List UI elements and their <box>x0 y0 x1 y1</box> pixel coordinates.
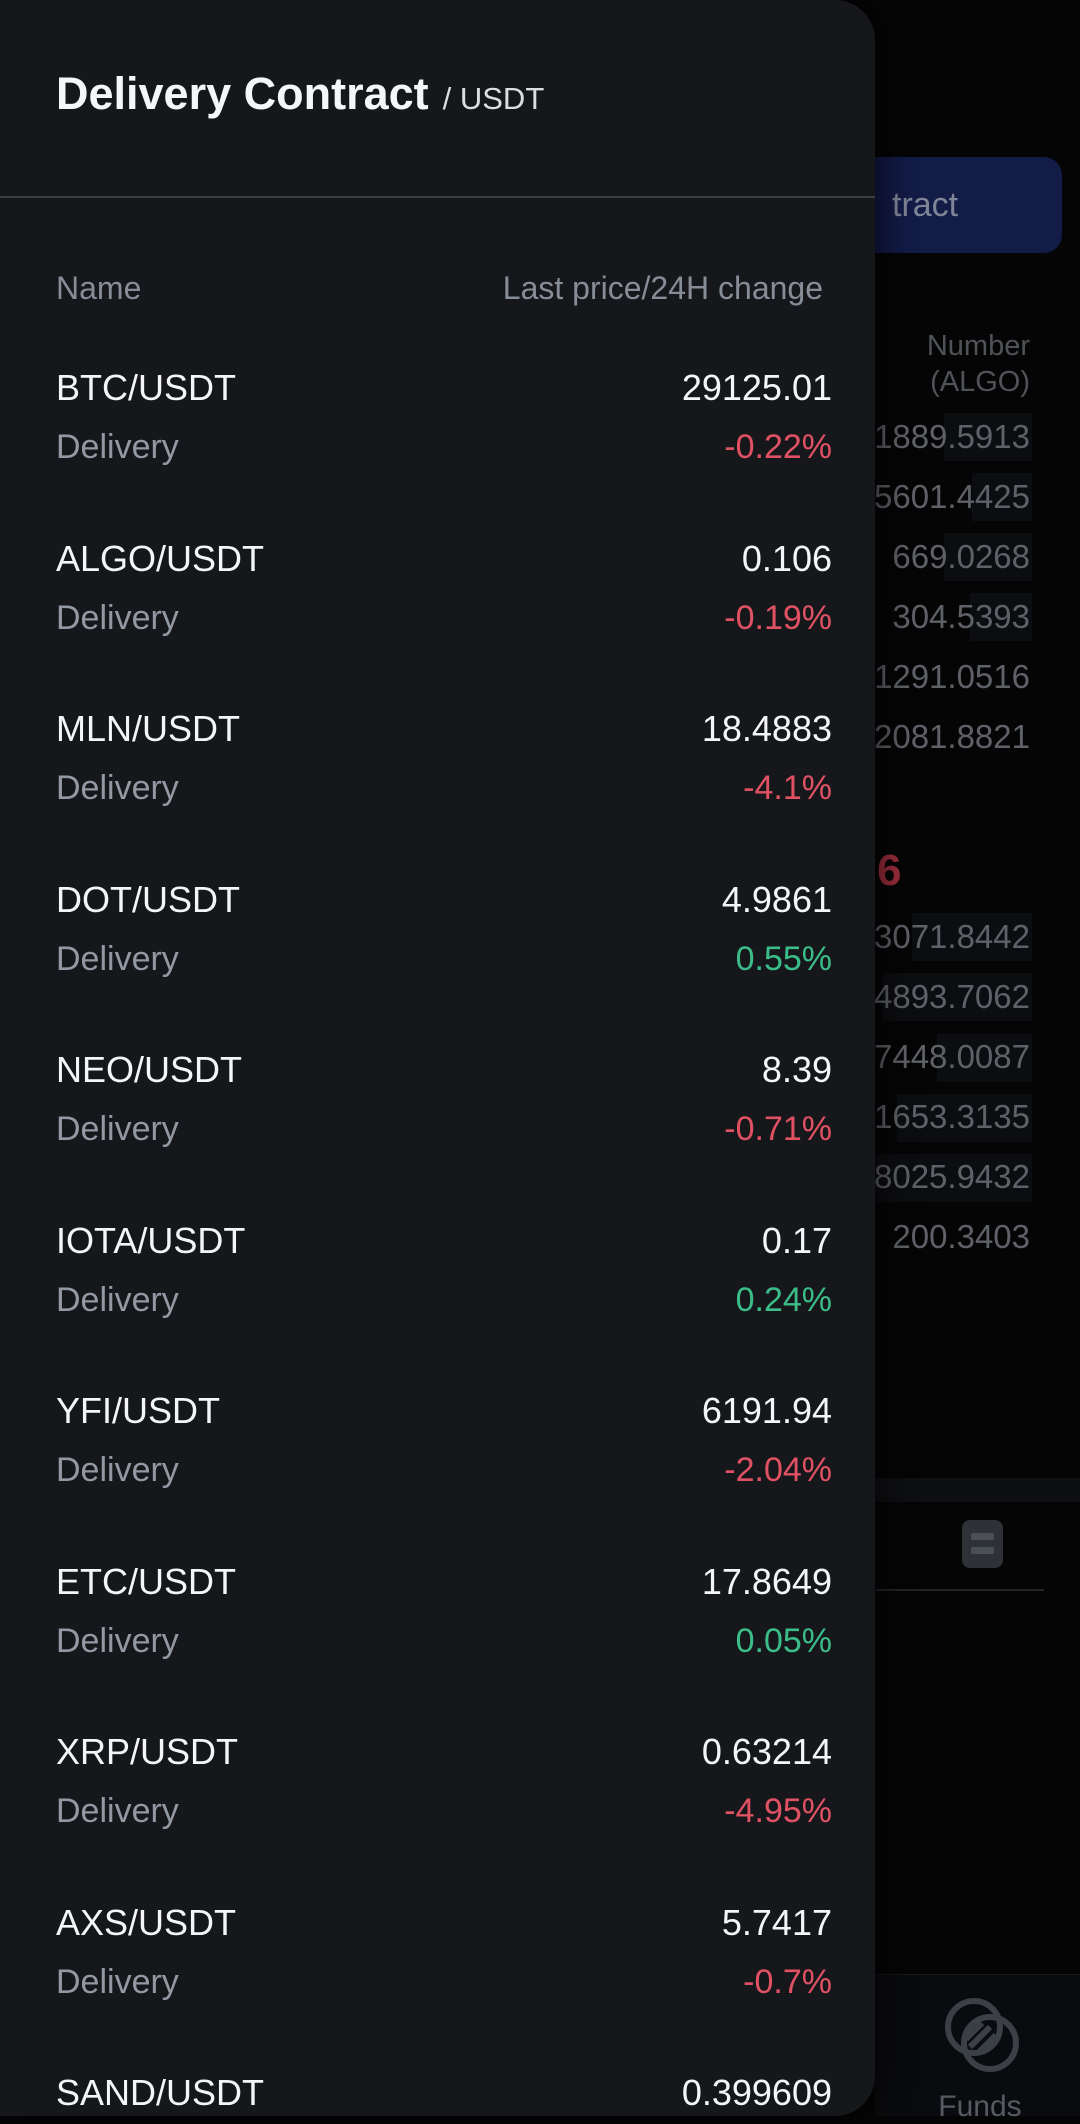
bid-amount: 1653.3135 <box>874 1098 1030 1135</box>
depth-bar <box>937 1034 1032 1082</box>
pair-last-price: 6191.94 <box>701 1390 832 1431</box>
pair-type: Delivery <box>56 598 179 637</box>
pair-type: Delivery <box>56 939 179 978</box>
list-item-xrp-usdt[interactable]: XRP/USDT Delivery 0.63214 -4.95% <box>0 1697 875 1868</box>
pair-24h-change: 0.55% <box>735 939 832 978</box>
pair-type: Delivery <box>56 1451 179 1489</box>
column-header-name: Name <box>56 270 142 306</box>
ask-amount: 669.0268 <box>892 538 1030 575</box>
list-item-axs-usdt[interactable]: AXS/USDT Delivery 5.7417 -0.7% <box>0 1868 875 2039</box>
pair-24h-change: -0.22% <box>724 428 832 466</box>
pair-last-price: 8.39 <box>761 1049 832 1090</box>
pair-name: ALGO/USDT <box>56 537 265 579</box>
pair-last-price: 29125.01 <box>681 367 832 408</box>
bid-amount: 8025.9432 <box>874 1158 1030 1195</box>
drawer-title: Delivery Contract / USDT <box>56 68 544 120</box>
depth-bar <box>972 473 1032 521</box>
pair-type: Delivery <box>56 1280 179 1319</box>
bid-amount: 200.3403 <box>892 1218 1030 1255</box>
ask-amount: 5601.4425 <box>874 478 1030 515</box>
ask-amount: 304.5393 <box>892 598 1030 635</box>
ask-amount: 1291.0516 <box>874 658 1030 695</box>
pair-name: DOT/USDT <box>56 878 240 920</box>
depth-bar <box>872 1154 1032 1202</box>
bottom-tab-bar: Funds <box>875 1974 1080 2123</box>
list-column-headers: Name Last price/24H change <box>56 270 823 307</box>
depth-bar <box>944 533 1032 581</box>
delivery-contract-button-label: tract <box>892 185 959 224</box>
ask-amount: 2081.8821 <box>874 718 1030 755</box>
orderbook-last-price: 6 <box>877 846 902 895</box>
pair-name: BTC/USDT <box>56 367 236 408</box>
orderbook-bids: 3071.8442 4893.7062 7448.0087 1653.3135 … <box>874 907 1030 1267</box>
pair-name: XRP/USDT <box>56 1731 239 1772</box>
pair-last-price: 17.8649 <box>701 1560 832 1602</box>
pair-list: BTC/USDT Delivery 29125.01 -0.22% ALGO/U… <box>0 333 875 2116</box>
pair-last-price: 0.63214 <box>701 1731 832 1772</box>
list-item-algo-usdt[interactable]: ALGO/USDT Delivery 0.106 -0.19% <box>0 504 875 675</box>
list-item-btc-usdt[interactable]: BTC/USDT Delivery 29125.01 -0.22% <box>0 333 875 504</box>
list-item-iota-usdt[interactable]: IOTA/USDT Delivery 0.17 0.24% <box>0 1186 875 1357</box>
pair-name: IOTA/USDT <box>56 1219 246 1261</box>
list-item-dot-usdt[interactable]: DOT/USDT Delivery 4.9861 0.55% <box>0 845 875 1016</box>
pair-type: Delivery <box>56 769 179 807</box>
drawer-title-text: Delivery Contract <box>56 68 429 119</box>
pair-24h-change: -0.19% <box>724 598 832 637</box>
document-list-icon[interactable] <box>962 1520 1003 1568</box>
orderbook-amount-header: Number (ALGO) <box>927 328 1030 400</box>
pair-name: AXS/USDT <box>56 1901 237 1943</box>
bid-amount: 4893.7062 <box>874 978 1030 1015</box>
divider <box>876 1589 1044 1591</box>
tab-funds[interactable]: Funds <box>895 1995 1065 2124</box>
pair-24h-change: 0.05% <box>735 1621 832 1660</box>
pair-24h-change: -4.1% <box>743 769 832 807</box>
pair-type: Delivery <box>56 428 179 466</box>
drawer-divider <box>0 196 875 198</box>
pair-24h-change: -0.71% <box>724 1110 832 1148</box>
orderbook-asks: 1889.5913 5601.4425 669.0268 304.5393 12… <box>874 407 1030 767</box>
orderbook-amount-header-line1: Number <box>926 330 1030 362</box>
list-item-sand-usdt[interactable]: SAND/USDT Delivery 0.399609 <box>0 2038 875 2116</box>
bid-amount: 3071.8442 <box>874 918 1030 955</box>
list-item-etc-usdt[interactable]: ETC/USDT Delivery 17.8649 0.05% <box>0 1527 875 1698</box>
list-item-mln-usdt[interactable]: MLN/USDT Delivery 18.4883 -4.1% <box>0 674 875 845</box>
delivery-contract-drawer: Delivery Contract / USDT Name Last price/… <box>0 0 875 2116</box>
pair-type: Delivery <box>56 1110 179 1148</box>
bid-amount: 7448.0087 <box>874 1038 1030 1075</box>
depth-bar <box>912 913 1032 961</box>
drawer-quote-currency: / USDT <box>442 81 545 116</box>
pair-24h-change: 0.24% <box>735 1280 832 1319</box>
pair-name: SAND/USDT <box>56 2072 265 2113</box>
depth-bar <box>944 413 1032 461</box>
depth-bar <box>897 1094 1032 1142</box>
pair-name: MLN/USDT <box>56 708 241 749</box>
ask-amount: 1889.5913 <box>874 418 1030 455</box>
list-item-neo-usdt[interactable]: NEO/USDT Delivery 8.39 -0.71% <box>0 1015 875 1186</box>
delivery-contract-button[interactable]: tract <box>858 157 1062 253</box>
pair-last-price: 18.4883 <box>701 708 832 749</box>
depth-bar <box>882 973 1032 1021</box>
pair-name: NEO/USDT <box>56 1049 243 1090</box>
pair-24h-change: -2.04% <box>724 1451 832 1489</box>
pair-type: Delivery <box>56 1962 179 2001</box>
pair-24h-change: -0.7% <box>743 1962 832 2001</box>
pair-type: Delivery <box>56 1792 179 1830</box>
pair-last-price: 5.7417 <box>721 1901 832 1943</box>
pair-last-price: 4.9861 <box>721 878 832 920</box>
pair-24h-change: -4.95% <box>724 1792 832 1830</box>
list-item-yfi-usdt[interactable]: YFI/USDT Delivery 6191.94 -2.04% <box>0 1356 875 1527</box>
tab-funds-label: Funds <box>938 2090 1022 2123</box>
column-header-price: Last price/24H change <box>502 270 823 306</box>
depth-bar <box>970 593 1032 641</box>
pair-last-price: 0.17 <box>761 1219 832 1261</box>
pair-name: ETC/USDT <box>56 1560 236 1602</box>
pair-last-price: 0.399609 <box>681 2072 832 2113</box>
pair-type: Delivery <box>56 1621 179 1660</box>
panel-band <box>875 1478 1080 1502</box>
pair-name: YFI/USDT <box>56 1390 221 1431</box>
pair-last-price: 0.106 <box>741 537 832 579</box>
orderbook-amount-header-line2: (ALGO) <box>930 366 1030 398</box>
overlapping-coins-icon <box>945 1998 1019 2072</box>
